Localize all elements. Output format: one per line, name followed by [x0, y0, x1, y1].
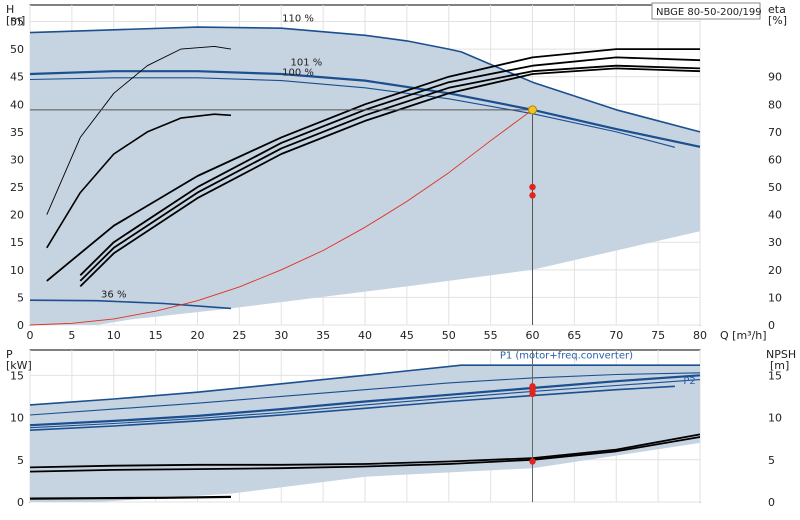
- power-y2-tick-label: 0: [768, 496, 775, 509]
- power-curve-labels: P1 (motor+freq.converter) P2: [500, 350, 696, 386]
- head-curve-label: 100 %: [282, 68, 314, 79]
- head-y-tick-label: 50: [10, 43, 24, 56]
- flow-tick-label: 35: [316, 329, 330, 342]
- flow-tick-label: 60: [526, 329, 540, 342]
- flow-axis-label: Q [m³/h]: [720, 329, 767, 342]
- power-curve-p_110: [29, 364, 700, 406]
- head-y2-tick-label: 90: [768, 71, 782, 84]
- power-duty-markers: [529, 350, 536, 502]
- flow-tick-label: 75: [651, 329, 665, 342]
- power-curves: [29, 364, 701, 500]
- flow-tick-label: 20: [191, 329, 205, 342]
- power-axis-unit: [kW]: [6, 359, 32, 372]
- power-npsh-panel: 0 5 10 15 0 5 10 15 P1 (motor+freq.converter) P2…: [6, 348, 796, 509]
- power-y2-tick-label: 10: [768, 412, 782, 425]
- head-duty-marker: [529, 183, 536, 191]
- head-curve-eta_a: [46, 45, 232, 215]
- head-y-tick-label: 0: [17, 319, 24, 332]
- head-curve-head_100: [29, 77, 676, 148]
- flow-tick-label: 15: [149, 329, 163, 342]
- power-curve-label: P2: [683, 376, 695, 387]
- head-axis-title: H: [6, 3, 14, 16]
- head-y2-tick-label: 60: [768, 153, 782, 166]
- head-y-tick-label: 25: [10, 181, 24, 194]
- flow-tick-label: 55: [484, 329, 498, 342]
- flow-tick-label: 65: [567, 329, 581, 342]
- head-y-tick-label: 40: [10, 98, 24, 111]
- head-curve-label: 36 %: [101, 289, 126, 300]
- power-y-tick-label: 10: [10, 412, 24, 425]
- head-y2-tick-label: 30: [768, 236, 782, 249]
- head-curve-eta_c: [46, 48, 700, 282]
- head-y-tick-label: 20: [10, 209, 24, 222]
- head-duty-markers: [30, 105, 537, 325]
- efficiency-axis-unit: [%]: [768, 14, 787, 27]
- flow-tick-label: 70: [609, 329, 623, 342]
- power-curve-npsh_a: [29, 433, 701, 469]
- head-y2-tick-label: 40: [768, 209, 782, 222]
- power-curve-label: P1 (motor+freq.converter): [500, 350, 633, 361]
- power-curve-p_a: [29, 372, 701, 416]
- head-y2-tick-label: 10: [768, 291, 782, 304]
- head-y-tick-label: 45: [10, 71, 24, 84]
- head-axis-unit: [m]: [6, 14, 25, 27]
- head-y2-tick-label: 70: [768, 126, 782, 139]
- power-y2-tick-label: 15: [768, 369, 782, 382]
- model-badge-box: [651, 2, 761, 20]
- power-curve-npsh_b: [29, 436, 701, 473]
- head-curve-system: [29, 109, 533, 326]
- power-y-tick-label: 5: [17, 454, 24, 467]
- flow-tick-label: 40: [358, 329, 372, 342]
- head-curve-eta_f: [79, 67, 701, 288]
- head-y-tick-label: 5: [17, 291, 24, 304]
- power-curve-p_b: [29, 374, 701, 427]
- head-y-tick-label: 15: [10, 236, 24, 249]
- flow-tick-label: 0: [27, 329, 34, 342]
- head-curve-labels: 110 % 101 %100 % 36 %: [101, 14, 322, 301]
- power-duty-marker: [529, 458, 536, 465]
- head-y-tick-label: 30: [10, 153, 24, 166]
- head-duty-marker: [529, 192, 536, 199]
- head-y-tick-label: 35: [10, 126, 24, 139]
- power-y2-tick-label: 5: [768, 454, 775, 467]
- head-curve-head_101: [29, 70, 701, 148]
- flow-tick-label: 10: [107, 329, 121, 342]
- power-duty-marker: [529, 390, 536, 398]
- flow-tick-label: 30: [274, 329, 288, 342]
- model-badge: NBGE 80-50-200/199: [656, 7, 762, 18]
- power-y-tick-label: 15: [10, 369, 24, 382]
- flow-tick-label: 50: [442, 329, 456, 342]
- head-curve-label: 101 %: [290, 58, 322, 69]
- npsh-axis-unit: [m]: [770, 359, 789, 372]
- head-curve-head_36: [29, 299, 232, 310]
- power-tick-labels: 0 5 10 15 0 5 10 15: [10, 369, 782, 509]
- head-y2-tick-label: 80: [768, 98, 782, 111]
- power-curve-p_low: [29, 495, 232, 500]
- head-y-tick-label: 10: [10, 264, 24, 277]
- head-y2-tick-label: 0: [768, 319, 775, 332]
- head-curve-eta_b: [46, 113, 232, 249]
- head-curve-head_110: [29, 26, 701, 133]
- flow-tick-label: 5: [68, 329, 75, 342]
- head-curve-label: 110 %: [282, 14, 314, 25]
- duty-point-marker: [528, 105, 537, 115]
- efficiency-axis-title: eta: [768, 3, 786, 16]
- flow-tick-label: 25: [232, 329, 246, 342]
- head-y2-tick-label: 50: [768, 181, 782, 194]
- head-y-tick-label: 55: [10, 16, 24, 29]
- head-y2-tick-label: 20: [768, 264, 782, 277]
- head-curve-eta_e: [79, 64, 701, 282]
- npsh-axis-title: NPSH: [766, 348, 796, 361]
- head-efficiency-panel: 0510152025303540455055010203040506070809…: [6, 2, 787, 342]
- flow-tick-label: 80: [693, 329, 707, 342]
- flow-tick-label: 45: [400, 329, 414, 342]
- power-axis-title: P: [6, 348, 13, 361]
- power-curve-p_c: [29, 379, 701, 429]
- power-curve-p_d: [29, 385, 675, 431]
- power-y-tick-label: 0: [17, 496, 24, 509]
- head-tick-labels: 0510152025303540455055010203040506070809…: [10, 16, 782, 342]
